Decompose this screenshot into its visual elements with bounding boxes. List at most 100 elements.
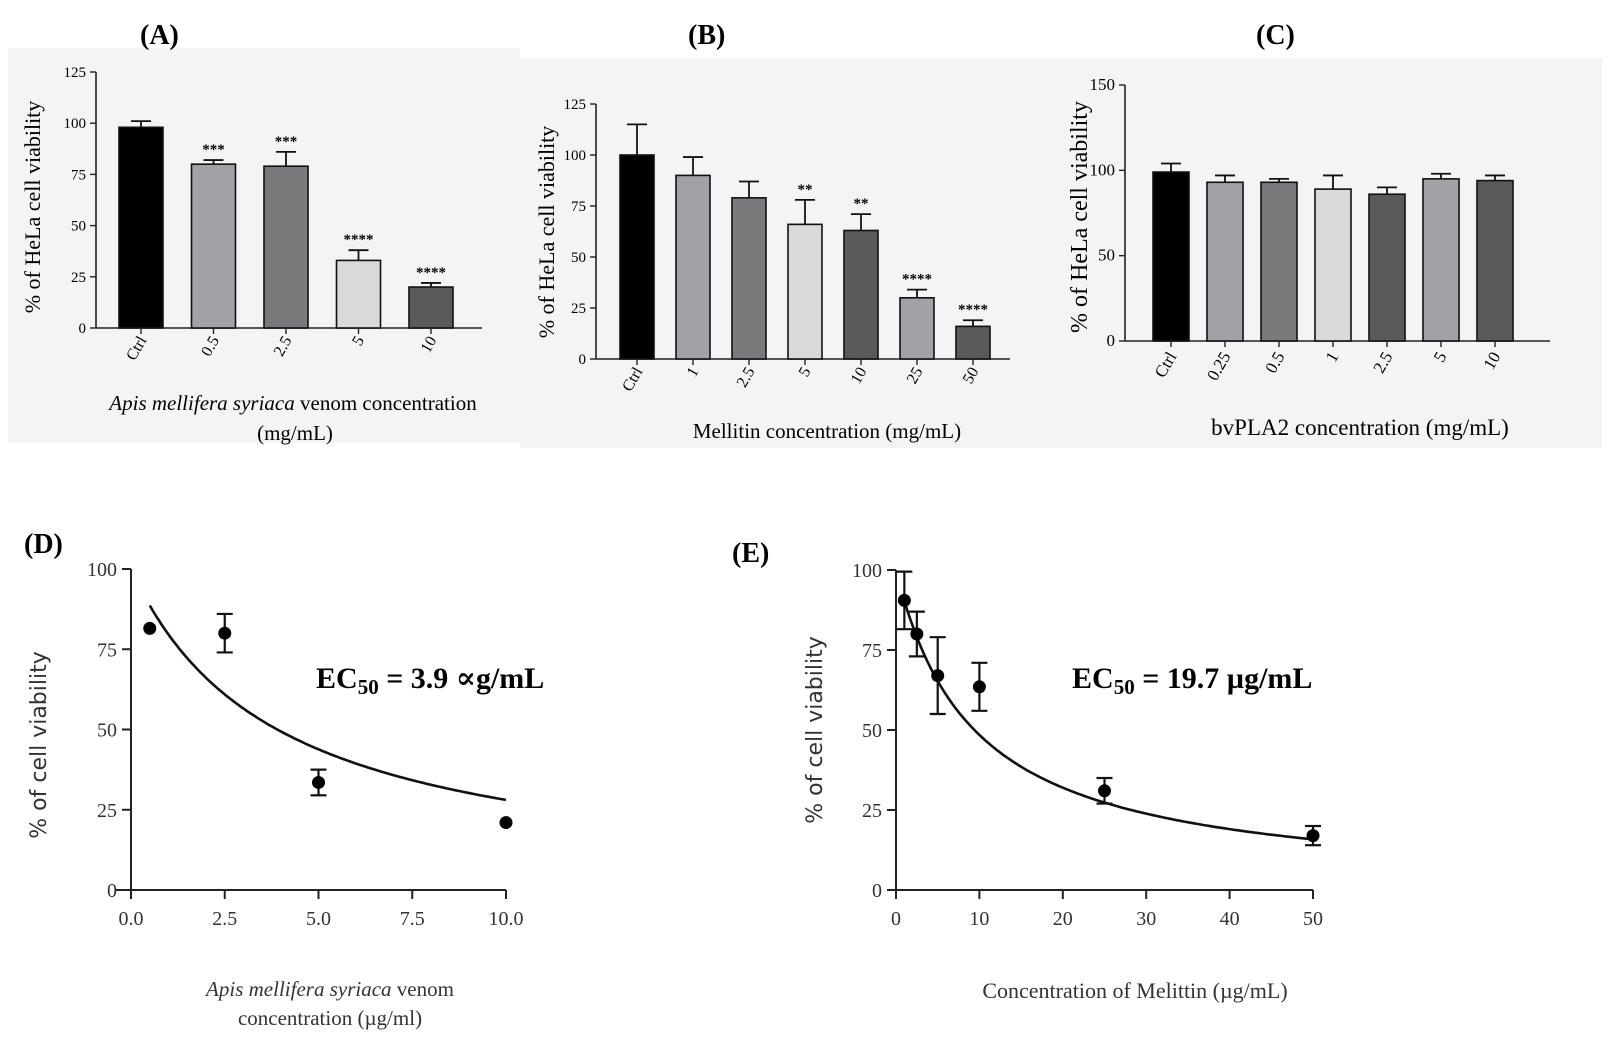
panel-e-ytick-label: 0 bbox=[872, 880, 882, 902]
panel-c-ytick-label: 50 bbox=[1098, 246, 1115, 265]
panel-d-xtick-label: 2.5 bbox=[212, 908, 237, 930]
panel-d-ytick-label: 25 bbox=[97, 800, 117, 822]
panel-e-data-point bbox=[1098, 784, 1111, 798]
panel-b-significance-label: ** bbox=[854, 196, 869, 212]
panel-a-bar bbox=[408, 286, 454, 329]
panel-b-ytick-label: 75 bbox=[571, 199, 586, 215]
panel-c-xlabel: bvPLA2 concentration (mg/mL) bbox=[1211, 415, 1509, 440]
panel-b-significance-label: **** bbox=[902, 272, 932, 288]
panel-a-ytick-label: 25 bbox=[71, 270, 86, 286]
panel-a-bar bbox=[190, 163, 237, 329]
panel-a-bar bbox=[118, 126, 164, 329]
panel-b-bar bbox=[843, 229, 879, 360]
panel-c-bar bbox=[1476, 179, 1514, 342]
panel-a-ytick-label: 125 bbox=[64, 65, 87, 81]
panel-e-xlabel: Concentration of Melittin (µg/mL) bbox=[982, 978, 1287, 1003]
panel-b-ylabel: % of HeLa cell viability bbox=[534, 126, 559, 339]
panel-b-background bbox=[520, 58, 1030, 448]
panel-b-bar bbox=[955, 325, 991, 360]
panel-c-label: (C) bbox=[1256, 20, 1295, 51]
panel-e-xtick-label: 50 bbox=[1303, 908, 1323, 930]
panel-e-ec50-main: EC bbox=[1072, 662, 1114, 695]
panel-a-ytick-label: 0 bbox=[79, 321, 87, 337]
panel-d-fit-curve bbox=[148, 604, 507, 802]
panel-e-data-point bbox=[1306, 829, 1320, 843]
panel-d-ec50-main: EC bbox=[316, 662, 358, 695]
panel-a-ytick-label: 50 bbox=[71, 219, 86, 235]
panel-a-ytick-label: 100 bbox=[64, 116, 87, 132]
panel-e-ylabel: % of cell viability bbox=[803, 636, 828, 824]
panel-a-ytick-label: 75 bbox=[71, 167, 86, 183]
panel-d-xtick-label: 7.5 bbox=[400, 908, 425, 930]
panel-e-ec50-value: = 19.7 µg/mL bbox=[1135, 662, 1313, 695]
panel-c-ytick-label: 0 bbox=[1107, 331, 1116, 350]
panel-c-bar bbox=[1368, 193, 1406, 342]
panel-d-xtick-label: 0.0 bbox=[119, 908, 144, 930]
panel-a-label: (A) bbox=[140, 20, 179, 51]
panel-a-xlabel-italic: Apis mellifera syriaca bbox=[107, 391, 294, 415]
panel-b-bar bbox=[619, 154, 655, 360]
panel-b-ytick-label: 50 bbox=[571, 250, 586, 266]
panel-d-ec50-value: = 3.9 ∝g/mL bbox=[379, 662, 545, 695]
panel-a-bar bbox=[263, 165, 309, 329]
panel-e-xtick-label: 30 bbox=[1136, 908, 1156, 930]
panel-c-ytick-label: 100 bbox=[1090, 160, 1116, 179]
panel-e-data-point bbox=[897, 593, 911, 607]
panel-d-ec50-sub: 50 bbox=[358, 675, 379, 699]
panel-d-data-point bbox=[143, 621, 157, 635]
panel-a-significance-label: **** bbox=[416, 265, 446, 281]
panel-b-xlabel: Mellitin concentration (mg/mL) bbox=[693, 419, 961, 443]
panel-c-bar bbox=[1152, 171, 1190, 342]
panel-e-ec50-sub: 50 bbox=[1114, 675, 1135, 699]
panel-d-xtick-label: 10.0 bbox=[489, 908, 524, 930]
panel-b-ytick-label: 0 bbox=[579, 352, 587, 368]
panel-d-xlabel-line2: concentration (µg/ml) bbox=[238, 1006, 422, 1030]
panel-c-bar bbox=[1206, 181, 1244, 342]
panel-a-bar bbox=[335, 259, 382, 329]
panel-e-label: (E) bbox=[732, 538, 769, 569]
panel-b-ytick-label: 125 bbox=[564, 97, 587, 113]
panel-a-significance-label: *** bbox=[202, 142, 225, 158]
panel-e-ytick-label: 75 bbox=[862, 640, 882, 662]
panel-e-data-point bbox=[931, 669, 945, 683]
panel-e-ytick-label: 100 bbox=[852, 560, 882, 582]
panel-d-xlabel: Apis mellifera syriaca venom bbox=[204, 977, 454, 1001]
panel-d-ec50: EC50 = 3.9 ∝g/mL bbox=[316, 662, 544, 699]
panel-a-significance-label: **** bbox=[344, 232, 374, 248]
panel-d-xlabel-rest: venom bbox=[392, 977, 454, 1001]
panel-b-category-label: 10 bbox=[848, 365, 871, 387]
panel-e-data-point bbox=[910, 627, 924, 641]
panel-e-data-point bbox=[972, 680, 986, 694]
panel-c-ylabel: % of HeLa cell viability bbox=[1067, 101, 1093, 333]
panel-d-data-point bbox=[312, 775, 325, 789]
panel-c-bar bbox=[1422, 178, 1460, 342]
panel-e-ytick-label: 50 bbox=[862, 720, 882, 742]
panel-b-significance-label: **** bbox=[958, 302, 988, 318]
panel-e-xtick-label: 0 bbox=[891, 908, 901, 930]
panel-c-bar bbox=[1314, 188, 1352, 342]
panel-b-significance-label: ** bbox=[798, 182, 813, 198]
panel-d-xlabel-italic: Apis mellifera syriaca bbox=[204, 977, 391, 1001]
panel-c-bar bbox=[1260, 181, 1298, 342]
panel-d-ytick-label: 0 bbox=[107, 880, 117, 902]
panel-d-data-point bbox=[499, 816, 513, 830]
panel-e-xtick-label: 20 bbox=[1053, 908, 1073, 930]
panel-b-bar bbox=[787, 223, 823, 360]
panel-e-ec50: EC50 = 19.7 µg/mL bbox=[1072, 662, 1312, 699]
panel-e-ytick-label: 25 bbox=[862, 800, 882, 822]
panel-b-bar bbox=[731, 197, 767, 360]
panel-a-significance-label: *** bbox=[275, 134, 298, 150]
panel-a-category-label: 10 bbox=[418, 334, 441, 356]
panel-e-xtick-label: 40 bbox=[1220, 908, 1240, 930]
panel-b-ytick-label: 100 bbox=[564, 148, 587, 164]
panel-a-xlabel-rest: venom concentration bbox=[295, 391, 477, 415]
panel-b-category-label: 25 bbox=[904, 365, 927, 387]
panel-b-ytick-label: 25 bbox=[571, 301, 586, 317]
panel-b-bar bbox=[675, 174, 711, 360]
panel-d-label: (D) bbox=[24, 529, 63, 560]
panel-d-xtick-label: 5.0 bbox=[306, 908, 331, 930]
panel-d-ytick-label: 100 bbox=[87, 559, 117, 581]
panel-a-ylabel: % of HeLa cell viability bbox=[20, 101, 45, 314]
